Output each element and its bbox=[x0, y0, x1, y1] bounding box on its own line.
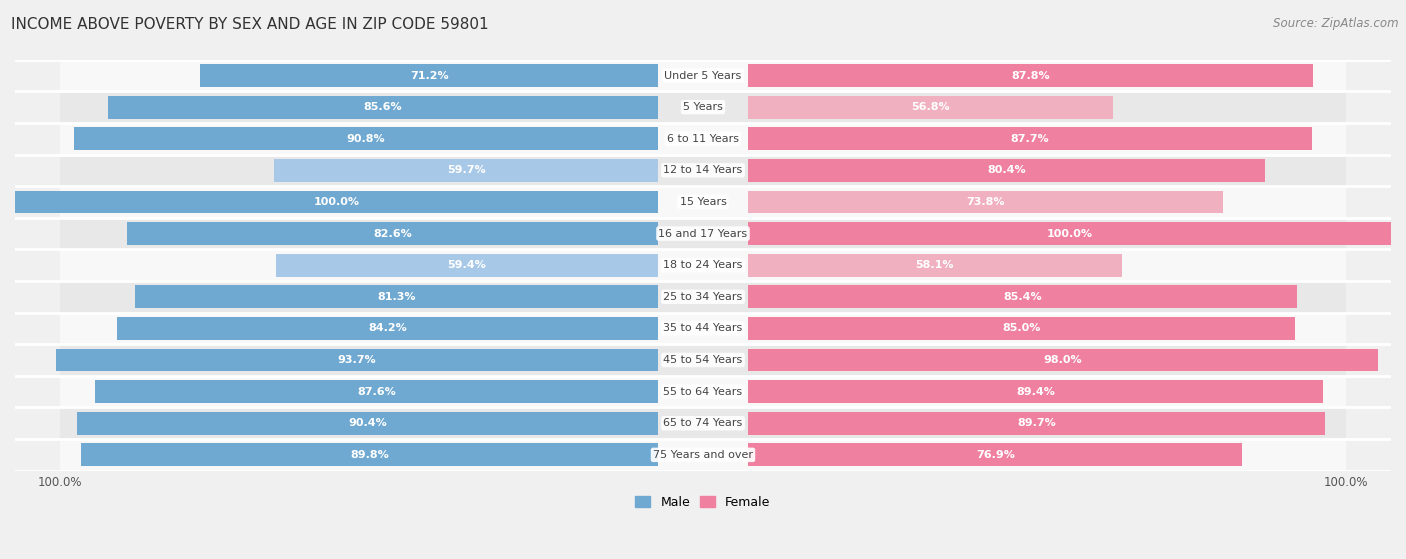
Text: 75 Years and over: 75 Years and over bbox=[652, 450, 754, 460]
Bar bbox=[55, 349, 658, 371]
Text: 93.7%: 93.7% bbox=[337, 355, 375, 365]
Bar bbox=[748, 127, 1312, 150]
Text: 85.4%: 85.4% bbox=[1004, 292, 1042, 302]
Bar bbox=[60, 312, 1346, 344]
Text: 85.0%: 85.0% bbox=[1002, 324, 1040, 333]
Bar bbox=[60, 376, 1346, 408]
Bar bbox=[108, 96, 658, 119]
Bar bbox=[77, 412, 658, 434]
Bar bbox=[748, 412, 1324, 434]
Text: 80.4%: 80.4% bbox=[987, 165, 1026, 176]
Text: 100.0%: 100.0% bbox=[1046, 229, 1092, 239]
Text: 87.7%: 87.7% bbox=[1011, 134, 1049, 144]
Text: 58.1%: 58.1% bbox=[915, 260, 955, 270]
Bar bbox=[748, 64, 1313, 87]
Bar bbox=[80, 443, 658, 466]
Text: 87.6%: 87.6% bbox=[357, 387, 395, 397]
Bar bbox=[200, 64, 658, 87]
Bar bbox=[135, 286, 658, 308]
Text: 76.9%: 76.9% bbox=[976, 450, 1015, 460]
Bar bbox=[60, 408, 1346, 439]
Bar bbox=[60, 281, 1346, 312]
Text: 81.3%: 81.3% bbox=[377, 292, 416, 302]
Bar bbox=[748, 96, 1114, 119]
Bar bbox=[60, 154, 1346, 186]
Text: 25 to 34 Years: 25 to 34 Years bbox=[664, 292, 742, 302]
Bar bbox=[60, 60, 1346, 91]
Bar bbox=[60, 186, 1346, 218]
Text: 98.0%: 98.0% bbox=[1043, 355, 1083, 365]
Bar bbox=[748, 380, 1323, 403]
Bar bbox=[748, 222, 1391, 245]
Bar bbox=[127, 222, 658, 245]
Text: 89.4%: 89.4% bbox=[1017, 387, 1054, 397]
Text: 65 to 74 Years: 65 to 74 Years bbox=[664, 418, 742, 428]
Text: 84.2%: 84.2% bbox=[368, 324, 406, 333]
Text: 55 to 64 Years: 55 to 64 Years bbox=[664, 387, 742, 397]
Bar bbox=[117, 317, 658, 340]
Bar bbox=[748, 159, 1265, 182]
Bar bbox=[274, 159, 658, 182]
Text: Source: ZipAtlas.com: Source: ZipAtlas.com bbox=[1274, 17, 1399, 30]
Bar bbox=[60, 439, 1346, 471]
Bar bbox=[748, 443, 1243, 466]
Bar bbox=[60, 218, 1346, 249]
Text: Under 5 Years: Under 5 Years bbox=[665, 70, 741, 80]
Bar bbox=[75, 127, 658, 150]
Bar bbox=[60, 249, 1346, 281]
Text: 6 to 11 Years: 6 to 11 Years bbox=[666, 134, 740, 144]
Bar bbox=[15, 191, 658, 214]
Text: 89.7%: 89.7% bbox=[1017, 418, 1056, 428]
Text: 100.0%: 100.0% bbox=[314, 197, 360, 207]
Text: 59.4%: 59.4% bbox=[447, 260, 486, 270]
Bar bbox=[748, 191, 1223, 214]
Text: 45 to 54 Years: 45 to 54 Years bbox=[664, 355, 742, 365]
Text: INCOME ABOVE POVERTY BY SEX AND AGE IN ZIP CODE 59801: INCOME ABOVE POVERTY BY SEX AND AGE IN Z… bbox=[11, 17, 489, 32]
Text: 15 Years: 15 Years bbox=[679, 197, 727, 207]
Text: 35 to 44 Years: 35 to 44 Years bbox=[664, 324, 742, 333]
Legend: Male, Female: Male, Female bbox=[630, 491, 776, 514]
Text: 90.4%: 90.4% bbox=[347, 418, 387, 428]
Bar bbox=[276, 254, 658, 277]
Text: 82.6%: 82.6% bbox=[373, 229, 412, 239]
Bar bbox=[60, 123, 1346, 154]
Bar bbox=[60, 344, 1346, 376]
Text: 85.6%: 85.6% bbox=[364, 102, 402, 112]
Bar bbox=[748, 349, 1378, 371]
Bar bbox=[748, 317, 1295, 340]
Bar bbox=[94, 380, 658, 403]
Bar bbox=[748, 254, 1122, 277]
Text: 59.7%: 59.7% bbox=[447, 165, 485, 176]
Text: 71.2%: 71.2% bbox=[409, 70, 449, 80]
Text: 16 and 17 Years: 16 and 17 Years bbox=[658, 229, 748, 239]
Text: 90.8%: 90.8% bbox=[347, 134, 385, 144]
Text: 73.8%: 73.8% bbox=[966, 197, 1004, 207]
Text: 87.8%: 87.8% bbox=[1011, 70, 1050, 80]
Text: 18 to 24 Years: 18 to 24 Years bbox=[664, 260, 742, 270]
Text: 5 Years: 5 Years bbox=[683, 102, 723, 112]
Text: 56.8%: 56.8% bbox=[911, 102, 950, 112]
Bar bbox=[748, 286, 1298, 308]
Text: 12 to 14 Years: 12 to 14 Years bbox=[664, 165, 742, 176]
Text: 89.8%: 89.8% bbox=[350, 450, 388, 460]
Bar bbox=[60, 91, 1346, 123]
